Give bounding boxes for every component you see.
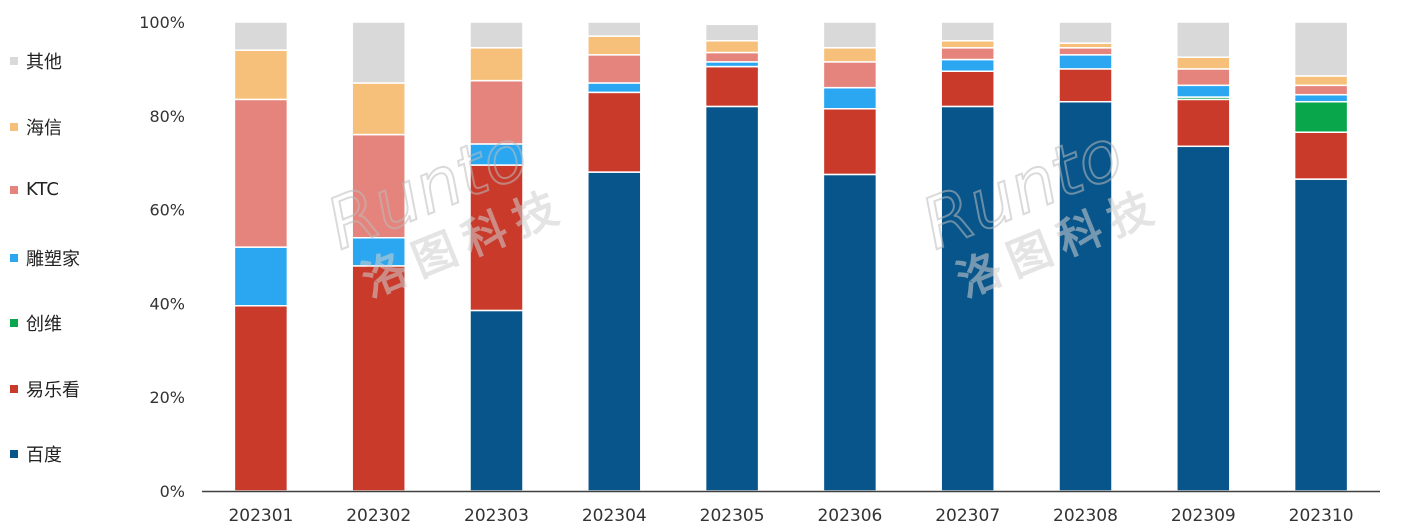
bar-segment	[1058, 68, 1113, 103]
bar-segment	[940, 40, 995, 49]
bar-segment	[351, 265, 406, 492]
legend-item: KTC	[10, 179, 59, 200]
bar-segment	[351, 21, 406, 84]
bar-segment	[469, 309, 524, 492]
bar-segment	[233, 49, 289, 101]
y-tick-label: 0%	[160, 482, 185, 501]
y-tick-label: 40%	[149, 294, 185, 313]
bar-segment	[940, 21, 995, 42]
legend-swatch	[10, 185, 18, 194]
bars	[233, 21, 1349, 492]
bar-segment	[1176, 56, 1231, 70]
legend-label: KTC	[26, 179, 59, 200]
bar-segment	[351, 82, 406, 136]
bar-segment	[1176, 68, 1231, 87]
bar-segment	[940, 70, 995, 108]
y-tick-label: 60%	[149, 201, 185, 220]
bar-segment	[587, 21, 642, 37]
x-tick-label: 202310	[1289, 506, 1354, 526]
bar-segment	[822, 21, 878, 49]
bar-segment	[704, 51, 760, 63]
x-tick-label: 202301	[228, 506, 293, 526]
legend-item: 海信	[10, 114, 62, 140]
legend-label: 其他	[26, 52, 62, 73]
x-tick-label: 202307	[935, 506, 1000, 526]
bar-segment	[587, 82, 642, 94]
legend-label: 海信	[26, 117, 62, 139]
legend-swatch	[10, 319, 18, 327]
bar-segment	[1058, 54, 1113, 70]
bar-segment	[940, 58, 995, 72]
legend-swatch	[10, 57, 18, 65]
legend-label: 创维	[26, 314, 62, 335]
x-tick-label: 202308	[1053, 506, 1118, 526]
bar-segment	[1293, 100, 1349, 133]
bar-segment	[704, 40, 760, 54]
x-tick-label: 202305	[700, 506, 765, 526]
bar-segment	[1176, 98, 1231, 148]
bar-segment	[1293, 131, 1349, 180]
bar-segment	[469, 164, 524, 312]
bar-segment	[587, 35, 642, 56]
bar-segment	[233, 304, 289, 492]
legend-swatch	[10, 450, 18, 458]
bar-segment	[940, 47, 995, 61]
y-tick-label: 80%	[149, 107, 185, 126]
bar-segment	[1293, 178, 1349, 492]
bar-segment	[704, 65, 760, 108]
x-tick-label: 202303	[464, 506, 529, 526]
bar-segment	[469, 21, 524, 49]
bar-segment	[822, 61, 878, 89]
bar-segment	[1058, 47, 1113, 56]
x-tick-label: 202306	[817, 506, 882, 526]
bar-segment	[1293, 75, 1349, 87]
bar-segment	[587, 171, 642, 492]
bar-segment	[822, 108, 878, 176]
bar-segment	[233, 21, 289, 51]
legend-item: 易乐看	[10, 376, 80, 402]
bar-segment	[822, 173, 878, 492]
legend-swatch	[10, 122, 18, 131]
bar-segment	[233, 246, 289, 307]
bar-segment	[1176, 145, 1231, 492]
bar-segment	[704, 105, 760, 492]
legend-item: 其他	[10, 48, 62, 74]
bar-segment	[1293, 21, 1349, 77]
legend-swatch	[10, 384, 18, 393]
bar-segment	[351, 236, 406, 267]
bar-segment	[469, 47, 524, 82]
legend-label: 百度	[26, 445, 62, 466]
bar-segment	[587, 91, 642, 173]
bar-segment	[1176, 84, 1231, 98]
bar-segment	[1058, 21, 1113, 44]
legend-label: 易乐看	[26, 379, 80, 401]
bar-segment	[351, 133, 406, 239]
legend-label: 雕塑家	[26, 248, 80, 270]
x-tick-label: 202304	[582, 506, 647, 526]
bar-segment	[233, 98, 289, 248]
legend-item: 雕塑家	[10, 245, 80, 271]
y-axis: 0% 20% 40% 60% 80% 100%	[139, 13, 185, 501]
bar-segment	[587, 54, 642, 84]
bar-segment	[822, 47, 878, 63]
bar-segment	[940, 105, 995, 492]
x-tick-label: 202309	[1171, 506, 1236, 526]
legend-item: 创维	[10, 310, 62, 336]
bar-segment	[1176, 21, 1231, 58]
bar-segment	[469, 79, 524, 145]
x-tick-label: 202302	[346, 506, 411, 526]
bar-segment	[1293, 93, 1349, 103]
bar-segment	[1293, 84, 1349, 96]
x-axis: 202301 202302 202303 202304 202305 202306 2023…	[202, 490, 1380, 526]
legend-swatch	[10, 253, 18, 262]
legend-item: 百度	[10, 441, 62, 467]
y-tick-label: 100%	[139, 13, 185, 32]
bar-segment	[704, 23, 760, 42]
bar-segment	[822, 86, 878, 110]
y-tick-label: 20%	[149, 388, 185, 407]
